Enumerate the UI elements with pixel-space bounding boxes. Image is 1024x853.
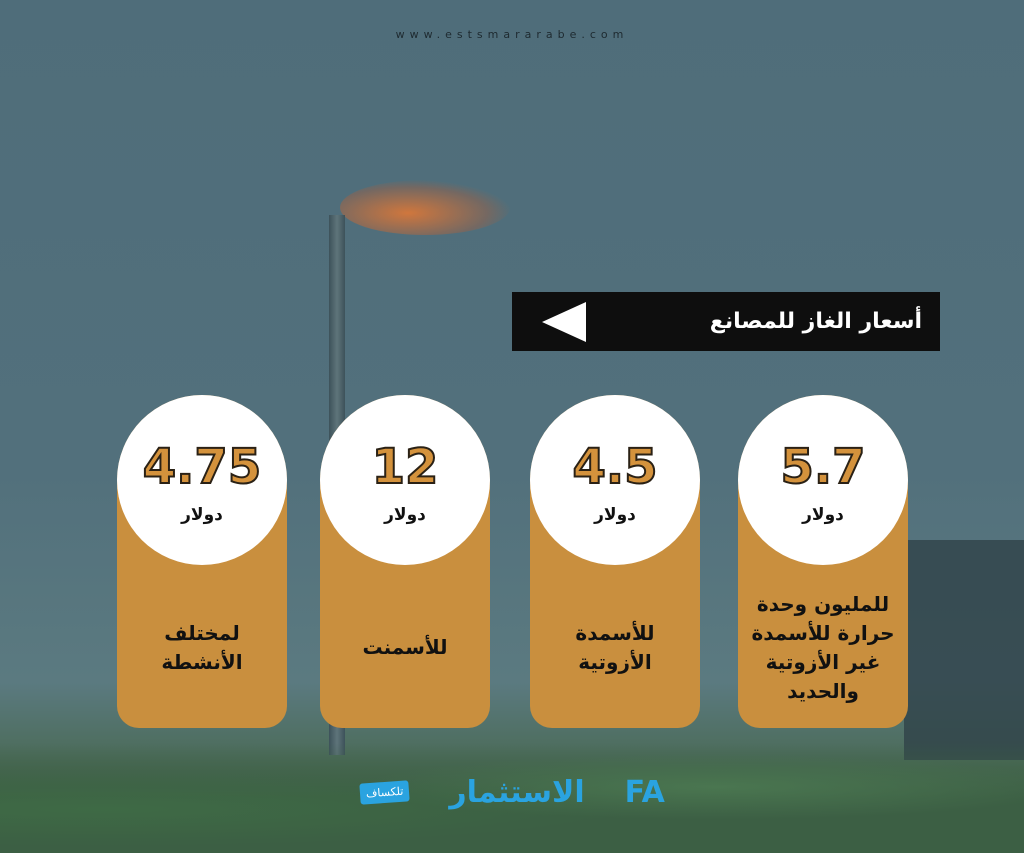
price-unit: دولار <box>181 505 223 525</box>
logos: تلكساف الاستثمار FA <box>359 775 665 810</box>
title-banner: أسعار الغاز للمصانع <box>512 292 940 351</box>
alestsmar-logo: الاستثمار <box>449 775 585 810</box>
price-card: 12 دولار للأسمنت <box>320 395 490 728</box>
triangle-pointer-icon <box>542 301 586 342</box>
price-circle: 4.5 دولار <box>530 395 700 565</box>
price-circle: 4.75 دولار <box>117 395 287 565</box>
price-card: 4.75 دولار لمختلف الأنشطة <box>117 395 287 728</box>
price-unit: دولار <box>594 505 636 525</box>
price-description: للأسمنت <box>362 635 448 659</box>
fa-logo: FA <box>624 775 665 810</box>
price-card: 4.5 دولار للأسمدة الأزوتية <box>530 395 700 728</box>
talksaf-logo: تلكساف <box>359 780 411 805</box>
price-circle: 5.7 دولار <box>738 395 908 565</box>
price-value: 12 <box>371 439 440 495</box>
price-circle: 12 دولار <box>320 395 490 565</box>
price-description: للأسمدة الأزوتية <box>575 620 655 674</box>
price-card: 5.7 دولار للمليون وحدة حرارة للأسمدة غير… <box>738 395 908 728</box>
vegetation <box>0 743 1024 853</box>
price-value: 4.75 <box>142 439 262 495</box>
price-value: 4.5 <box>571 439 658 495</box>
site-url: www.estsmararabe.com <box>395 28 629 41</box>
price-description: للمليون وحدة حرارة للأسمدة غير الأزوتية … <box>751 591 895 703</box>
price-unit: دولار <box>384 505 426 525</box>
price-value: 5.7 <box>779 439 866 495</box>
storage-tanks <box>904 540 1024 760</box>
page-title: أسعار الغاز للمصانع <box>709 309 922 334</box>
gas-flare <box>340 180 510 235</box>
price-unit: دولار <box>802 505 844 525</box>
price-description: لمختلف الأنشطة <box>161 620 243 674</box>
